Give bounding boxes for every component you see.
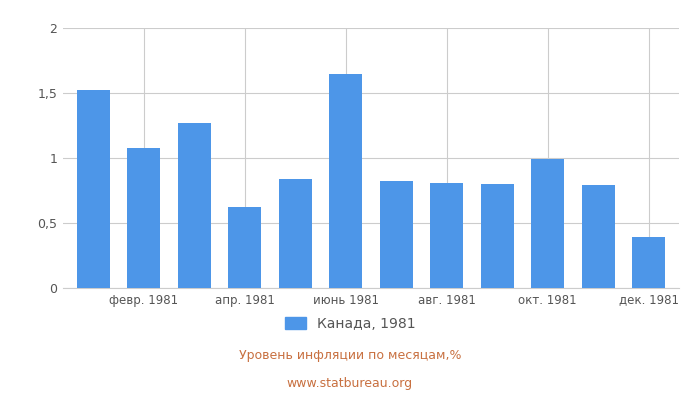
Bar <box>582 185 615 288</box>
Bar <box>481 184 514 288</box>
Bar <box>127 148 160 288</box>
Text: Уровень инфляции по месяцам,%: Уровень инфляции по месяцам,% <box>239 350 461 362</box>
Bar <box>329 74 362 288</box>
Bar <box>228 207 261 288</box>
Text: www.statbureau.org: www.statbureau.org <box>287 378 413 390</box>
Bar <box>178 123 211 288</box>
Bar <box>380 181 413 288</box>
Bar <box>531 159 564 288</box>
Bar <box>279 179 312 288</box>
Bar <box>77 90 110 288</box>
Legend: Канада, 1981: Канада, 1981 <box>279 311 421 336</box>
Bar <box>430 183 463 288</box>
Bar <box>632 237 665 288</box>
